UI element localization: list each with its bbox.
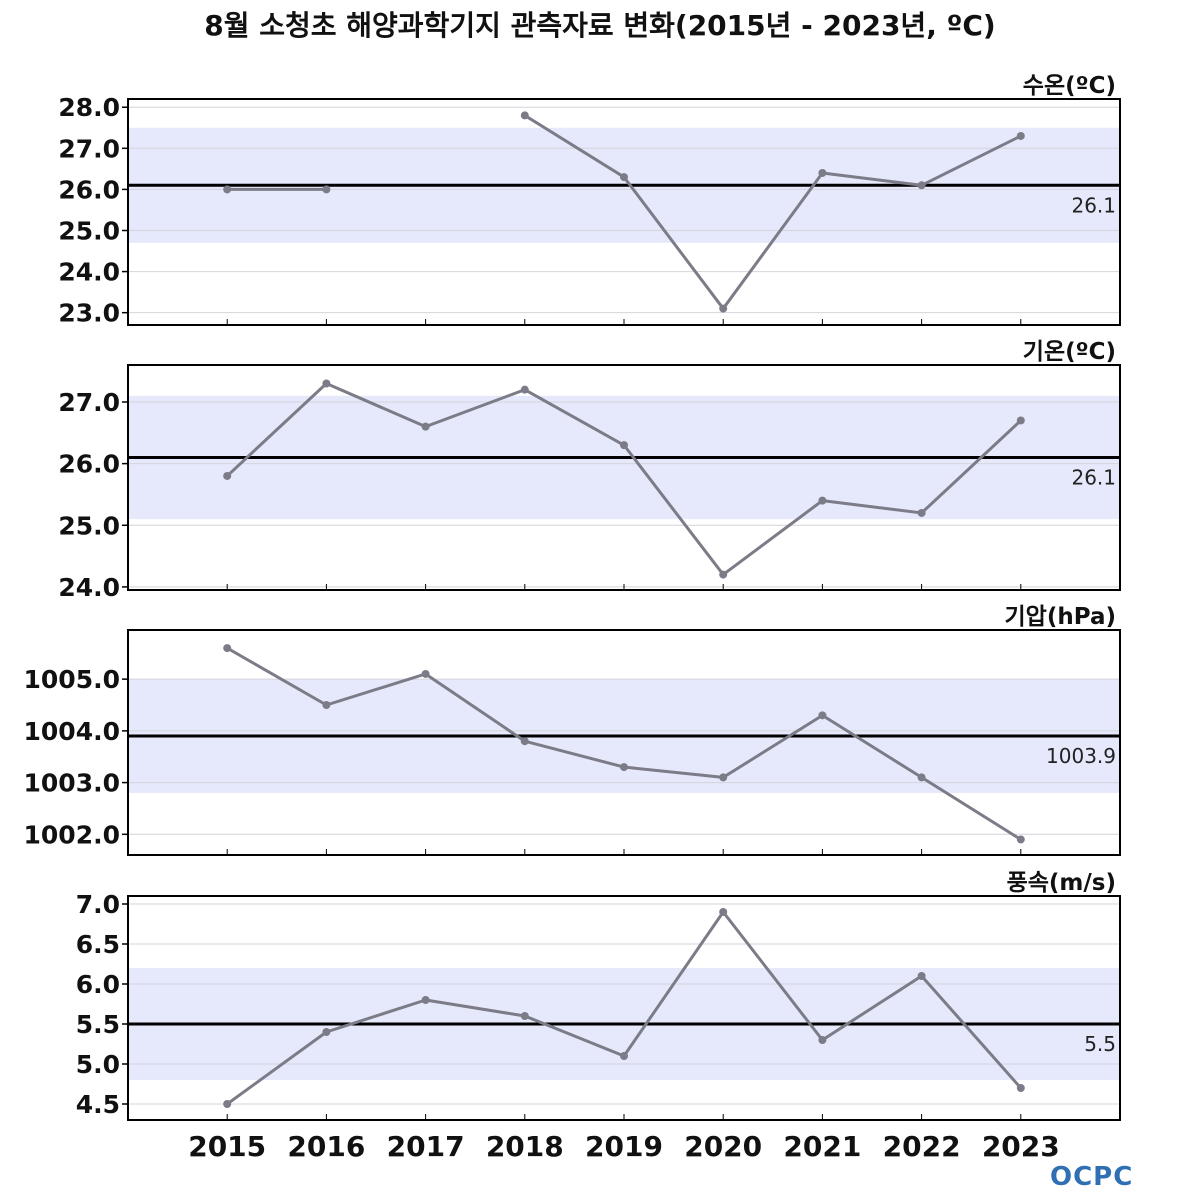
data-point — [223, 471, 232, 480]
data-point — [917, 181, 926, 190]
y-tick-label: 27.0 — [58, 388, 120, 417]
data-point — [620, 173, 628, 182]
y-tick-label: 1004.0 — [24, 717, 120, 746]
x-tick-label: 2020 — [684, 1130, 762, 1163]
data-point — [223, 185, 232, 194]
y-tick-label: 5.0 — [76, 1050, 120, 1079]
mean-label: 5.5 — [1084, 1032, 1116, 1056]
data-point — [520, 385, 529, 394]
y-tick-label: 27.0 — [58, 134, 120, 163]
data-point — [322, 379, 331, 388]
y-tick-label: 26.0 — [58, 450, 120, 479]
x-tick-label: 2022 — [883, 1130, 961, 1163]
panel-label: 기압(hPa) — [1005, 604, 1116, 630]
plot-frame — [127, 895, 1121, 1121]
x-tick-label: 2021 — [783, 1130, 861, 1163]
data-point — [620, 763, 628, 772]
y-tick-label: 1005.0 — [24, 665, 120, 694]
y-tick-label: 25.0 — [58, 511, 120, 540]
data-point — [620, 1052, 628, 1060]
data-point — [520, 737, 529, 746]
data-point — [322, 701, 331, 709]
data-point — [322, 185, 331, 194]
data-point — [917, 972, 926, 980]
panel-1: 23.0 24.0 25.0 26.0 27.0 28.0 26.1 수온(ºC) — [58, 73, 1121, 328]
y-tick-label: 7.0 — [76, 890, 120, 919]
data-point — [719, 908, 728, 916]
data-point — [421, 996, 430, 1004]
x-tick-label: 2017 — [387, 1130, 465, 1163]
y-tick-label: 1002.0 — [24, 820, 120, 849]
data-point — [818, 496, 827, 505]
chart-title: 8월 소청초 해양과학기지 관측자료 변화(2015년 - 2023년, ºC) — [204, 9, 996, 42]
data-point — [818, 711, 827, 720]
x-tick-label: 2023 — [982, 1130, 1060, 1163]
panel-label: 수온(ºC) — [1023, 73, 1116, 99]
data-point — [818, 1036, 827, 1044]
data-point — [421, 422, 430, 431]
plot-frame — [127, 98, 1121, 326]
panel-3: 1002.0 1003.0 1004.0 1005.0 1003.9 기압(hPa) — [24, 604, 1121, 856]
y-tick-label: 24.0 — [58, 573, 120, 602]
panel-4: 4.5 5.0 5.5 6.0 6.5 7.0 5.5 풍속(m/s) — [76, 870, 1121, 1121]
y-tick-label: 24.0 — [58, 258, 120, 287]
data-point — [719, 773, 728, 782]
x-tick-label: 2016 — [287, 1130, 365, 1163]
data-point — [421, 669, 430, 678]
y-tick-label: 4.5 — [76, 1090, 120, 1119]
y-tick-label: 5.5 — [76, 1010, 120, 1039]
data-point — [620, 441, 628, 450]
data-point — [917, 773, 926, 782]
panel-label: 풍속(m/s) — [1007, 870, 1116, 896]
y-tick-label: 28.0 — [58, 93, 120, 122]
y-tick-label: 25.0 — [58, 216, 120, 245]
data-point — [719, 570, 728, 579]
x-tick-label: 2019 — [585, 1130, 663, 1163]
data-point — [223, 1100, 232, 1108]
data-point — [1016, 131, 1025, 140]
mean-label: 1003.9 — [1046, 744, 1116, 768]
y-tick-label: 23.0 — [58, 299, 120, 328]
data-point — [719, 304, 728, 313]
panel-2: 24.0 25.0 26.0 27.0 26.1 기온(ºC) — [58, 339, 1121, 602]
y-tick-label: 1003.0 — [24, 769, 120, 798]
x-tick-label: 2015 — [188, 1130, 266, 1163]
data-point — [223, 644, 232, 653]
plot-frame — [127, 629, 1121, 856]
plot-frame — [127, 364, 1121, 591]
data-point — [917, 508, 926, 517]
data-point — [520, 111, 529, 120]
data-point — [520, 1012, 529, 1020]
y-tick-label: 6.5 — [76, 930, 120, 959]
data-point — [1016, 835, 1025, 844]
data-point — [818, 168, 827, 177]
series-line — [524, 114, 1022, 311]
ocpc-logo: OCPC — [1050, 1162, 1134, 1192]
x-tick-label: 2018 — [486, 1130, 564, 1163]
panel-label: 기온(ºC) — [1023, 339, 1116, 365]
mean-label: 26.1 — [1071, 465, 1116, 489]
data-point — [322, 1028, 331, 1036]
mean-label: 26.1 — [1071, 193, 1116, 217]
data-point — [1016, 416, 1025, 425]
y-tick-label: 26.0 — [58, 175, 120, 204]
y-tick-label: 6.0 — [76, 970, 120, 999]
data-point — [1016, 1084, 1025, 1092]
